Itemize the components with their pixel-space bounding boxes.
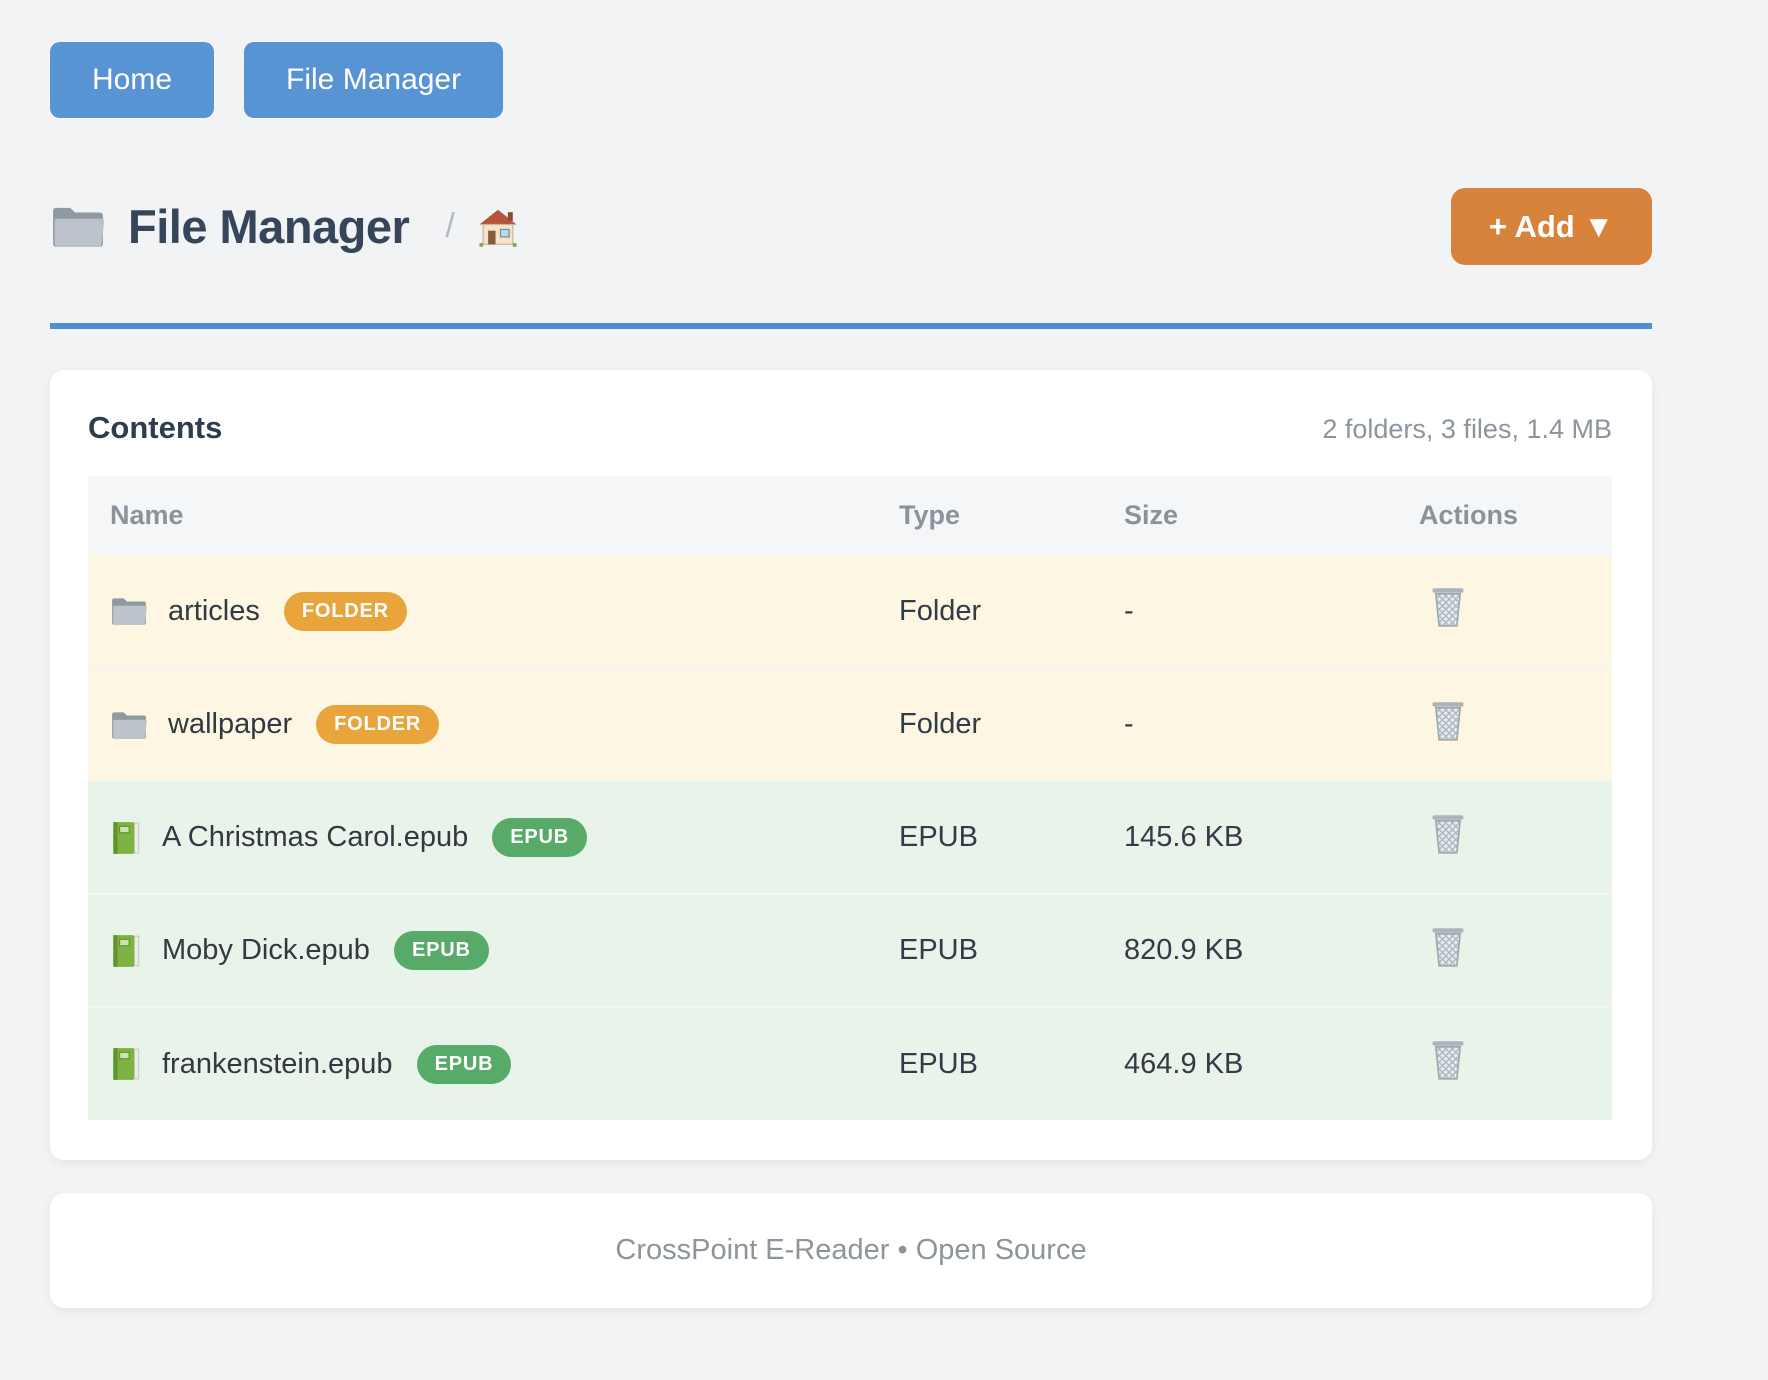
book-icon [110,1046,142,1082]
folder-icon [110,709,148,741]
table-row[interactable]: Moby Dick.epub EPUB EPUB 820.9 KB [88,894,1612,1007]
file-name[interactable]: frankenstein.epub [162,1047,393,1080]
folder-icon [50,203,106,250]
delete-button[interactable] [1429,813,1467,855]
file-name[interactable]: Moby Dick.epub [162,934,370,966]
file-name[interactable]: A Christmas Carol.epub [162,821,469,853]
footer-text: CrossPoint E-Reader • Open Source [615,1234,1087,1266]
contents-card-header: Contents 2 folders, 3 files, 1.4 MB [88,410,1612,446]
contents-card: Contents 2 folders, 3 files, 1.4 MB Name… [50,370,1652,1160]
column-header-size: Size [1102,476,1397,555]
type-cell: Folder [899,708,982,740]
type-cell: EPUB [899,934,978,966]
file-table-body: articles FOLDER Folder - [88,555,1612,1120]
column-header-type: Type [877,476,1102,555]
type-badge: EPUB [492,818,588,857]
type-badge: FOLDER [283,591,407,631]
file-manager-page: Home File Manager File Manager / [50,42,1652,1308]
file-name[interactable]: wallpaper [168,708,293,740]
delete-button[interactable] [1429,700,1467,742]
trash-icon [1429,1039,1467,1081]
title-group: File Manager / [50,199,519,254]
type-cell: EPUB [899,821,978,853]
size-cell: - [1124,708,1134,740]
size-cell: - [1124,594,1134,627]
contents-summary: 2 folders, 3 files, 1.4 MB [1322,414,1612,444]
trash-icon [1429,926,1467,968]
table-row[interactable]: frankenstein.epub EPUB EPUB 464.9 KB [88,1007,1612,1120]
trash-icon [1429,586,1467,628]
type-cell: Folder [899,594,982,627]
header-divider [50,323,1652,329]
actions-cell [1397,668,1612,781]
file-table: Name Type Size Actions [88,476,1612,1120]
delete-button[interactable] [1429,926,1467,968]
top-nav: Home File Manager [50,42,1652,118]
trash-icon [1429,700,1467,742]
size-cell: 820.9 KB [1124,934,1244,966]
column-header-actions: Actions [1397,476,1612,555]
delete-button[interactable] [1429,586,1467,628]
file-table-header: Name Type Size Actions [88,476,1612,555]
nav-home-button[interactable]: Home [50,42,215,118]
size-cell: 464.9 KB [1124,1047,1244,1080]
table-row[interactable]: articles FOLDER Folder - [88,555,1612,668]
type-badge: EPUB [416,1044,512,1084]
breadcrumb-separator: / [445,207,455,245]
nav-file-manager-button[interactable]: File Manager [244,42,504,118]
footer-card: CrossPoint E-Reader • Open Source [50,1193,1652,1308]
actions-cell [1397,555,1612,668]
column-header-name: Name [88,476,877,555]
actions-cell [1397,1007,1612,1120]
contents-title: Contents [88,410,223,445]
folder-icon [110,595,148,627]
type-cell: EPUB [899,1047,978,1080]
book-icon [110,820,142,856]
type-badge: FOLDER [316,705,440,744]
type-badge: EPUB [393,931,489,970]
file-name[interactable]: articles [168,594,260,627]
delete-button[interactable] [1429,1039,1467,1081]
actions-cell [1397,781,1612,894]
size-cell: 145.6 KB [1124,821,1244,853]
book-icon [110,933,142,969]
add-button[interactable]: + Add ▼ [1450,188,1652,265]
page-title: File Manager [128,200,410,253]
trash-icon [1429,813,1467,855]
actions-cell [1397,894,1612,1007]
page-header: File Manager / + Add ▼ [50,188,1652,265]
table-row[interactable]: wallpaper FOLDER Folder - [88,668,1612,781]
house-icon[interactable] [477,207,519,247]
table-row[interactable]: A Christmas Carol.epub EPUB EPUB 145.6 K… [88,781,1612,894]
